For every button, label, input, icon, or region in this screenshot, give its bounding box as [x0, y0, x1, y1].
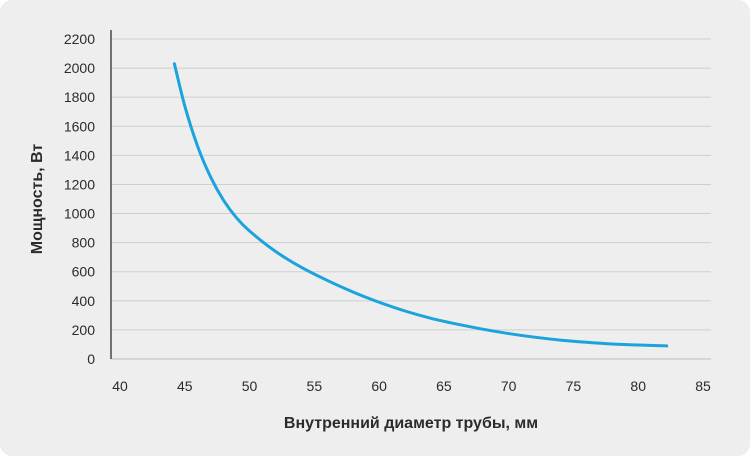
x-tick-label: 45 — [177, 378, 193, 394]
y-tick-label: 1800 — [64, 89, 95, 105]
x-tick-label: 75 — [566, 378, 582, 394]
x-tick-labels: 40 45 50 55 60 65 70 75 80 85 — [112, 378, 711, 394]
y-tick-labels: 0 200 400 600 800 1000 1200 1400 1600 1800 2000 220… — [64, 31, 95, 367]
x-axis-title: Внутренний диаметр трубы, мм — [284, 415, 538, 432]
y-tick-label: 1200 — [64, 176, 95, 192]
series-layer — [172, 62, 669, 348]
x-tick-label: 65 — [436, 378, 452, 394]
y-tick-label: 2200 — [64, 31, 95, 47]
x-tick-label: 40 — [112, 378, 128, 394]
x-tick-label: 85 — [695, 378, 711, 394]
y-tick-label: 1600 — [64, 118, 95, 134]
x-tick-label: 60 — [371, 378, 387, 394]
y-axis-title: Мощность, Вт — [29, 144, 46, 255]
y-tick-label: 2000 — [64, 60, 95, 76]
y-tick-label: 1400 — [64, 147, 95, 163]
y-tick-label: 400 — [72, 293, 96, 309]
y-tick-label: 1000 — [64, 206, 95, 222]
x-tick-label: 70 — [501, 378, 517, 394]
grid-lines — [111, 38, 711, 360]
x-tick-label: 55 — [307, 378, 323, 394]
x-tick-label: 50 — [242, 378, 258, 394]
x-tick-label: 80 — [630, 378, 646, 394]
y-tick-label: 800 — [72, 235, 96, 251]
y-tick-label: 0 — [87, 351, 95, 367]
y-tick-label: 600 — [72, 264, 96, 280]
series-line-0 — [172, 62, 669, 348]
y-tick-label: 200 — [72, 322, 96, 338]
